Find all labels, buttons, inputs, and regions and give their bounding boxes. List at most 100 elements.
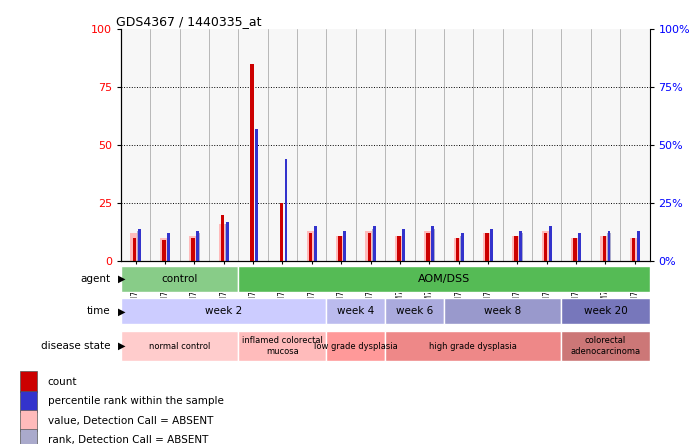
Bar [490, 229, 493, 261]
Bar [571, 238, 581, 261]
Bar [395, 235, 405, 261]
Bar [238, 331, 326, 361]
Bar [402, 229, 405, 261]
Bar [600, 235, 611, 261]
Bar [603, 235, 606, 261]
Bar [339, 235, 342, 261]
Bar [250, 63, 254, 261]
Bar [189, 235, 200, 261]
Bar [255, 129, 258, 261]
Bar [385, 298, 444, 325]
Bar [514, 235, 518, 261]
Bar [453, 238, 464, 261]
Bar [167, 233, 170, 261]
Text: week 6: week 6 [396, 306, 433, 317]
Bar [549, 226, 551, 261]
Bar [578, 235, 581, 261]
Bar [444, 29, 473, 261]
Bar [160, 238, 170, 261]
Bar [238, 29, 267, 261]
Bar [485, 233, 489, 261]
Text: ▶: ▶ [117, 341, 125, 351]
Bar [549, 229, 552, 261]
Bar [502, 29, 532, 261]
Bar [512, 235, 522, 261]
Bar [544, 233, 547, 261]
Bar [366, 231, 376, 261]
Bar [21, 410, 37, 431]
Bar [162, 240, 166, 261]
Text: ▶: ▶ [117, 274, 125, 284]
Bar [637, 231, 640, 261]
Bar [561, 29, 591, 261]
Text: rank, Detection Call = ABSENT: rank, Detection Call = ABSENT [48, 435, 208, 444]
Bar [138, 229, 140, 261]
Bar [326, 29, 356, 261]
Bar [401, 231, 405, 261]
Bar [218, 224, 229, 261]
Bar [21, 391, 37, 412]
Bar [397, 235, 401, 261]
Bar [21, 429, 37, 444]
Text: value, Detection Call = ABSENT: value, Detection Call = ABSENT [48, 416, 213, 425]
Bar [461, 233, 464, 261]
Bar [372, 229, 376, 261]
Bar [138, 231, 141, 261]
Bar [279, 203, 283, 261]
Text: week 20: week 20 [584, 306, 627, 317]
Bar [225, 224, 229, 261]
Bar [226, 222, 229, 261]
Bar [196, 233, 200, 261]
Bar [121, 29, 150, 261]
Text: GDS4367 / 1440335_at: GDS4367 / 1440335_at [115, 15, 261, 28]
Bar [209, 29, 238, 261]
Text: control: control [162, 274, 198, 284]
Bar [473, 29, 502, 261]
Bar [426, 233, 430, 261]
Bar [574, 238, 577, 261]
Bar [314, 226, 316, 261]
Text: percentile rank within the sample: percentile rank within the sample [48, 396, 223, 406]
Bar [196, 231, 199, 261]
Bar [542, 231, 552, 261]
Bar [520, 231, 522, 261]
Bar [620, 29, 650, 261]
Bar [532, 29, 561, 261]
Text: low grade dysplasia: low grade dysplasia [314, 341, 398, 351]
Text: AOM/DSS: AOM/DSS [418, 274, 470, 284]
Bar [121, 298, 326, 325]
Bar [180, 29, 209, 261]
Bar [490, 231, 493, 261]
Text: count: count [48, 377, 77, 387]
Bar [326, 331, 385, 361]
Bar [372, 226, 375, 261]
Bar [131, 233, 141, 261]
Bar [267, 29, 297, 261]
Bar [220, 214, 225, 261]
Bar [150, 29, 180, 261]
Bar [460, 235, 464, 261]
Bar [591, 29, 621, 261]
Bar [444, 298, 561, 325]
Bar [630, 238, 640, 261]
Bar [343, 231, 346, 261]
Bar [368, 233, 371, 261]
Bar [121, 266, 238, 292]
Text: high grade dysplasia: high grade dysplasia [429, 341, 518, 351]
Bar [191, 238, 195, 261]
Bar [483, 233, 493, 261]
Bar [133, 238, 136, 261]
Bar [307, 231, 317, 261]
Bar [431, 226, 434, 261]
Text: ▶: ▶ [117, 306, 125, 317]
Text: colorectal
adenocarcinoma: colorectal adenocarcinoma [571, 337, 641, 356]
Bar [424, 231, 435, 261]
Bar [578, 233, 581, 261]
Bar [415, 29, 444, 261]
Bar [385, 331, 561, 361]
Bar [385, 29, 415, 261]
Bar [336, 235, 346, 261]
Text: agent: agent [80, 274, 111, 284]
Bar [607, 231, 610, 261]
Bar [314, 229, 317, 261]
